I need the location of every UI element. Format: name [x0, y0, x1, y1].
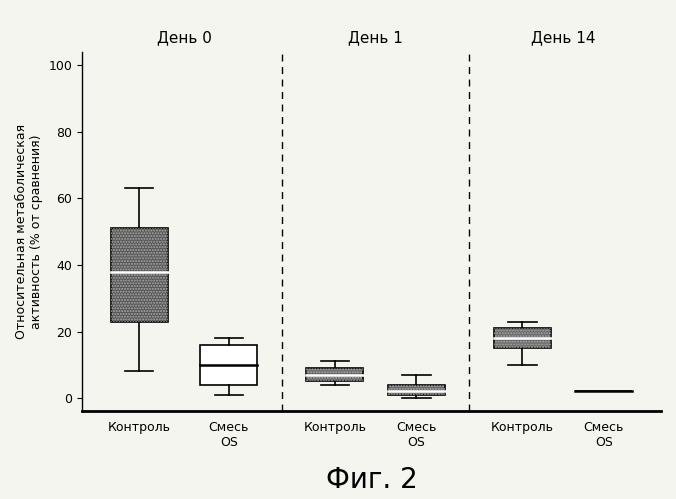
Bar	[306, 368, 364, 381]
Bar	[388, 385, 445, 395]
Text: День 0: День 0	[157, 30, 212, 45]
Bar	[494, 328, 551, 348]
Bar	[306, 368, 364, 381]
Y-axis label: Относительная метаболическая
активность (% от сравнения): Относительная метаболическая активность …	[15, 124, 43, 339]
Text: День 1: День 1	[348, 30, 403, 45]
Bar	[494, 328, 551, 348]
Bar	[200, 345, 258, 385]
Bar	[111, 229, 168, 321]
Bar	[111, 229, 168, 321]
Text: Фиг. 2: Фиг. 2	[326, 466, 418, 494]
Bar	[388, 385, 445, 395]
Text: День 14: День 14	[531, 30, 596, 45]
